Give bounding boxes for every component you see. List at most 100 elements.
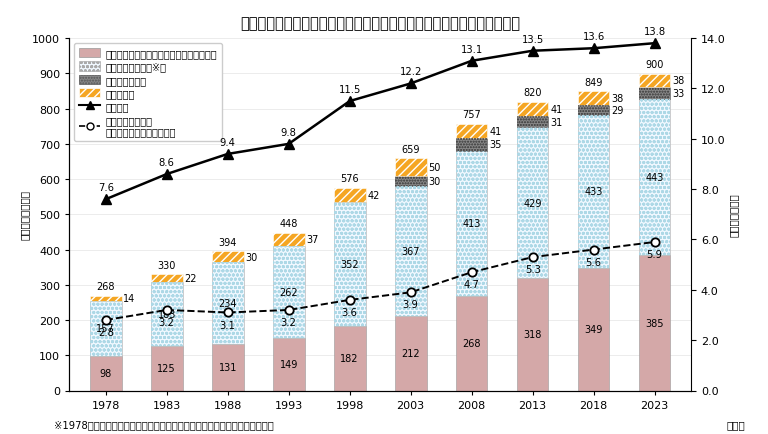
Text: 385: 385 — [645, 318, 664, 328]
Bar — [273, 246, 305, 338]
Text: （年）: （年） — [727, 420, 745, 430]
Text: 367: 367 — [402, 247, 420, 256]
Text: 443: 443 — [645, 172, 664, 182]
Text: 576: 576 — [340, 174, 359, 184]
Text: 433: 433 — [584, 187, 603, 197]
Bar — [212, 262, 243, 345]
Bar — [578, 116, 610, 268]
Bar — [273, 338, 305, 391]
Text: 3.1: 3.1 — [220, 320, 236, 330]
Text: 413: 413 — [462, 219, 481, 229]
Text: 42: 42 — [367, 191, 379, 201]
Text: 5.9: 5.9 — [647, 250, 663, 260]
Text: 125: 125 — [157, 364, 176, 374]
Bar — [151, 283, 183, 347]
Bar — [639, 99, 670, 255]
Bar — [517, 117, 548, 128]
Bar — [395, 316, 426, 391]
Text: 38: 38 — [611, 94, 624, 104]
Bar — [639, 75, 670, 88]
Text: 11.5: 11.5 — [339, 85, 361, 95]
Text: 429: 429 — [523, 198, 542, 208]
Bar — [639, 88, 670, 99]
Bar — [90, 356, 121, 391]
Text: 22: 22 — [184, 273, 197, 283]
Bar — [455, 151, 488, 296]
Text: 268: 268 — [97, 282, 115, 292]
Bar — [151, 347, 183, 391]
Bar — [517, 128, 548, 279]
Bar — [517, 117, 548, 128]
Text: 98: 98 — [100, 368, 112, 378]
Text: 394: 394 — [219, 237, 237, 247]
Bar — [455, 296, 488, 391]
Text: 234: 234 — [218, 299, 237, 309]
Text: 37: 37 — [306, 235, 319, 245]
Bar — [455, 125, 488, 139]
Text: 38: 38 — [672, 76, 684, 86]
Text: 41: 41 — [551, 105, 563, 115]
Text: 8.6: 8.6 — [159, 158, 174, 168]
Text: 5.3: 5.3 — [525, 265, 541, 275]
Bar — [90, 296, 121, 301]
Text: 182: 182 — [340, 354, 359, 364]
Text: 2.8: 2.8 — [98, 327, 114, 337]
Bar — [639, 255, 670, 391]
Text: 149: 149 — [280, 359, 298, 369]
Text: 41: 41 — [489, 127, 502, 137]
Text: 131: 131 — [219, 362, 237, 372]
Text: 900: 900 — [645, 59, 664, 69]
Title: 図２　空き家数及び空き家率の推移－全国（１ﾙﾗ８年～２０２３年）: 図２ 空き家数及び空き家率の推移－全国（１ﾙﾗ８年～２０２３年） — [240, 16, 520, 31]
Text: 12.2: 12.2 — [399, 67, 422, 77]
Bar — [517, 103, 548, 117]
Bar — [395, 159, 426, 177]
Bar — [639, 75, 670, 88]
Bar — [578, 92, 610, 105]
Text: 13.5: 13.5 — [521, 35, 544, 45]
Text: 349: 349 — [584, 324, 603, 334]
Bar — [395, 187, 426, 316]
Text: 35: 35 — [489, 140, 502, 150]
Y-axis label: 空き家率（％）: 空き家率（％） — [729, 193, 739, 237]
Text: 157: 157 — [97, 324, 115, 334]
Text: 13.8: 13.8 — [644, 27, 666, 37]
Text: 50: 50 — [429, 163, 441, 173]
Text: 183: 183 — [157, 309, 176, 319]
Bar — [90, 301, 121, 356]
Bar — [455, 151, 488, 296]
Bar — [578, 116, 610, 268]
Bar — [151, 275, 183, 283]
Bar — [395, 159, 426, 177]
Text: 30: 30 — [429, 177, 441, 187]
Bar — [334, 203, 366, 327]
Bar — [212, 262, 243, 345]
Text: 31: 31 — [551, 118, 563, 128]
Text: 4.7: 4.7 — [464, 279, 479, 289]
Text: 212: 212 — [402, 349, 420, 358]
Text: ※1978年から１ﾙﾙ８年までは、賃貸用の空き家に売却用の空き家を含む。: ※1978年から１ﾙﾙ８年までは、賃貸用の空き家に売却用の空き家を含む。 — [54, 420, 273, 430]
Bar — [212, 252, 243, 262]
Text: 13.1: 13.1 — [461, 45, 483, 55]
Bar — [517, 128, 548, 279]
Text: 262: 262 — [280, 287, 298, 297]
Bar — [517, 279, 548, 391]
Bar — [212, 345, 243, 391]
Text: 330: 330 — [157, 260, 176, 270]
Bar — [90, 296, 121, 301]
Bar — [639, 99, 670, 255]
Bar — [455, 139, 488, 151]
Bar — [334, 327, 366, 391]
Bar — [578, 268, 610, 391]
Text: 33: 33 — [672, 89, 684, 99]
Text: 448: 448 — [280, 219, 298, 229]
Text: 820: 820 — [523, 88, 542, 98]
Text: 9.8: 9.8 — [281, 128, 296, 138]
Text: 9.4: 9.4 — [220, 138, 236, 148]
Bar — [273, 233, 305, 246]
Bar — [334, 203, 366, 327]
Text: 5.6: 5.6 — [586, 257, 601, 267]
Bar — [395, 187, 426, 316]
Text: 7.6: 7.6 — [98, 183, 114, 193]
Text: 849: 849 — [584, 78, 603, 88]
Bar — [578, 105, 610, 116]
